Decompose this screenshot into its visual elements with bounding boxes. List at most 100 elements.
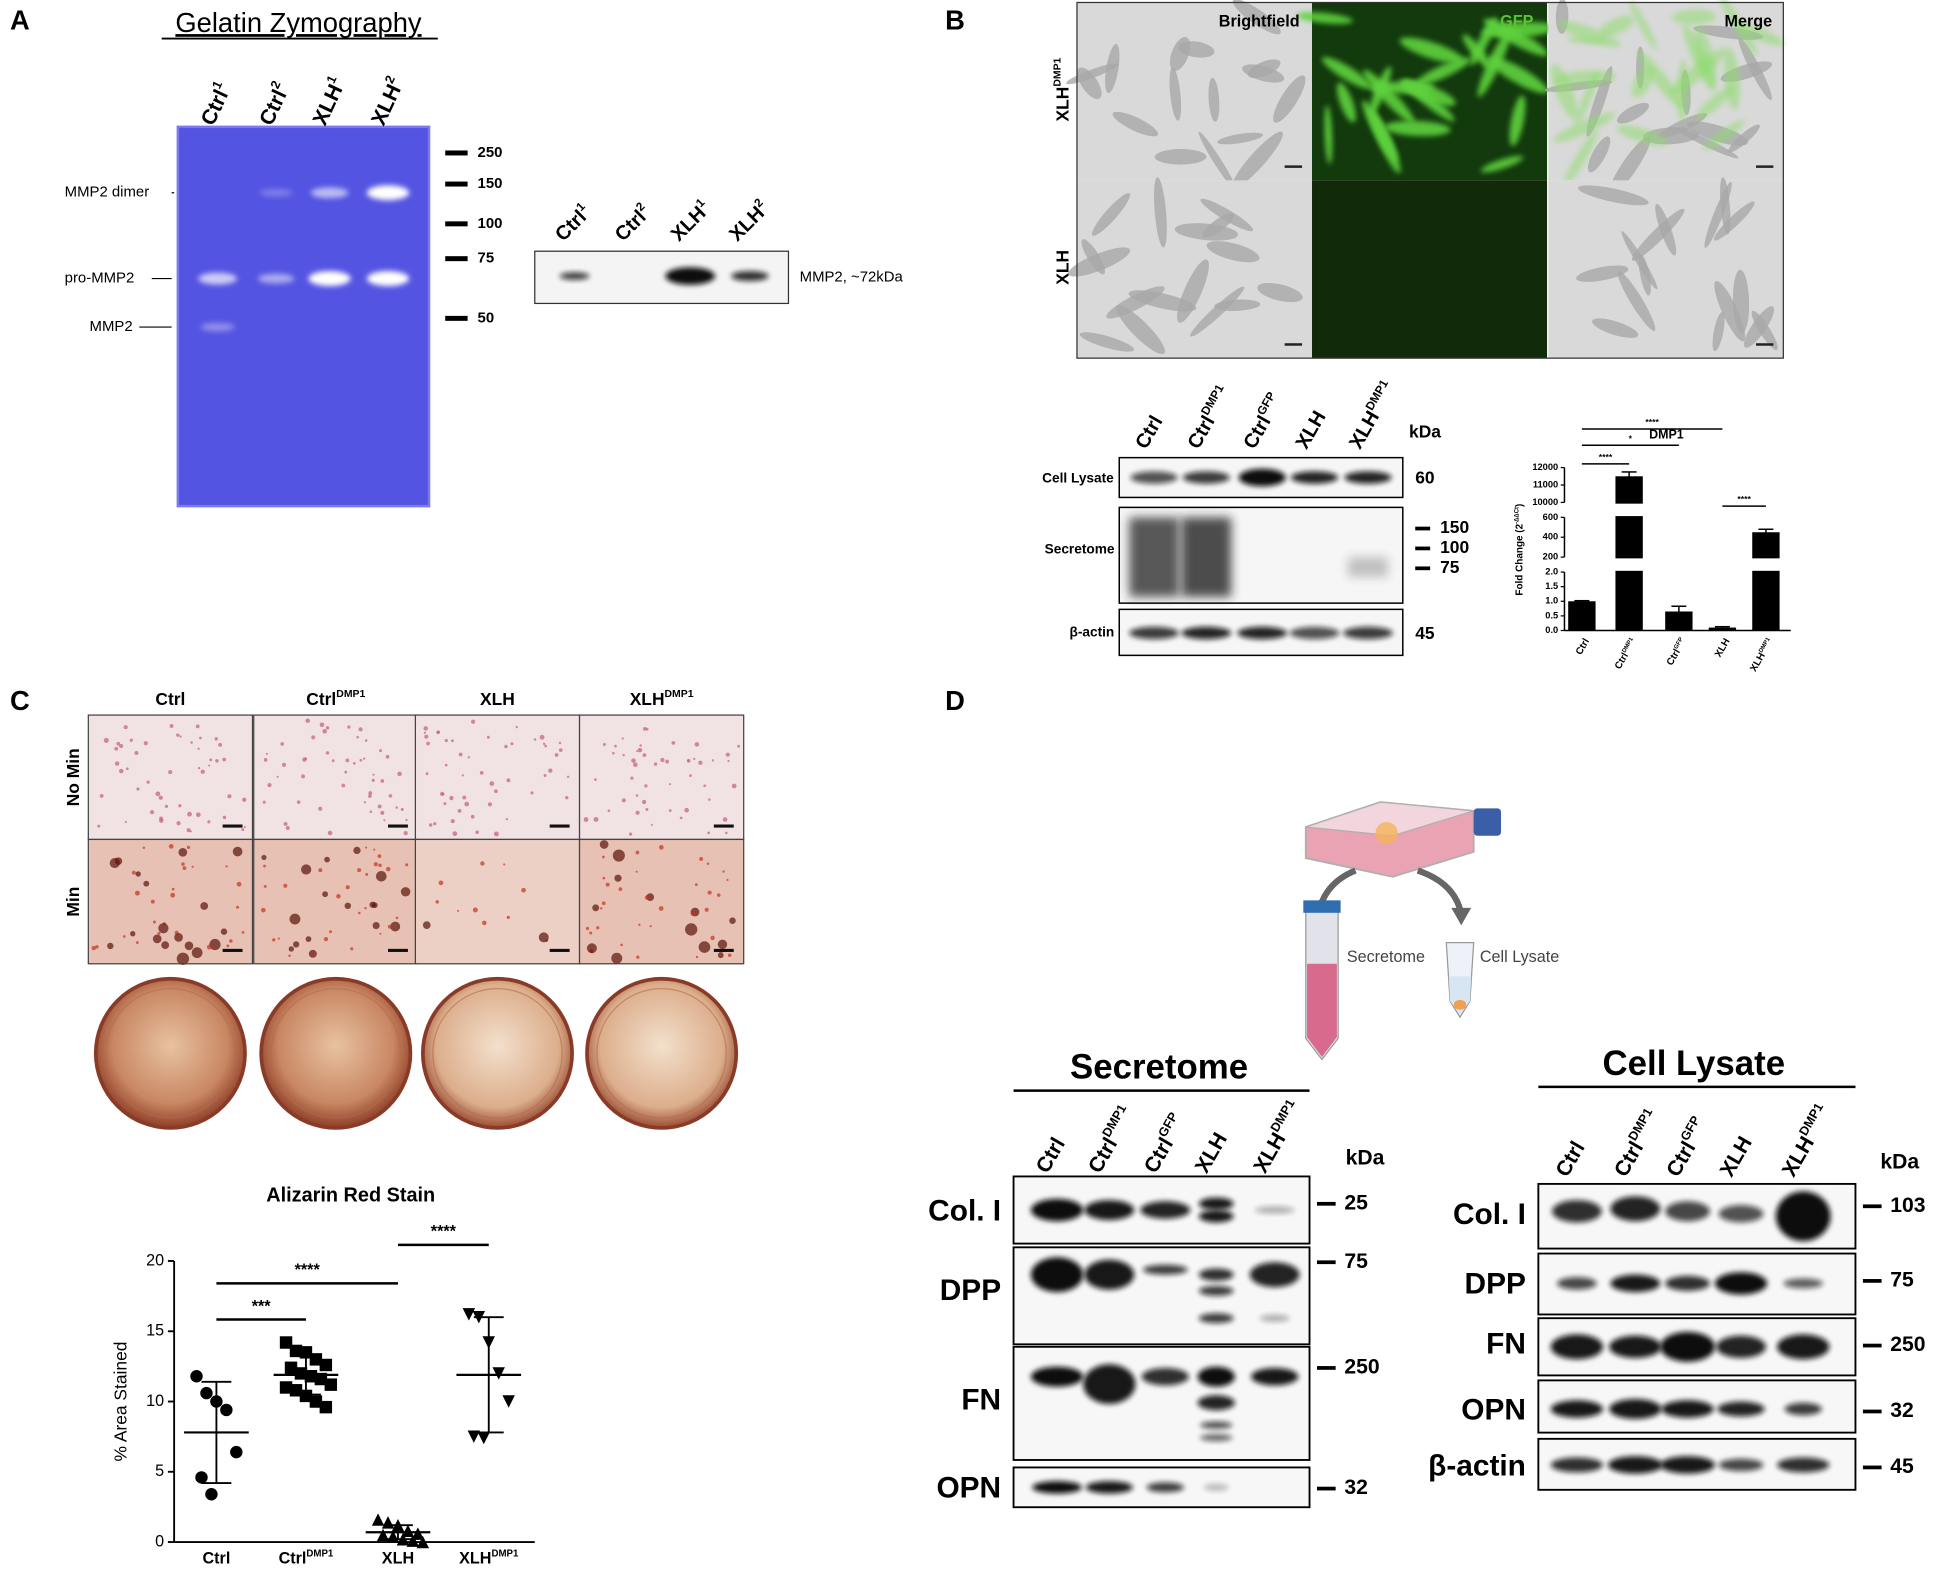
stain-spot	[731, 783, 737, 789]
blot-band	[1142, 1264, 1188, 1275]
image-column-label: GFP	[1500, 13, 1533, 31]
stain-spot	[152, 934, 162, 944]
stain-spot	[179, 735, 182, 738]
stain-spot	[209, 938, 221, 951]
cell	[1177, 41, 1215, 58]
lane-label: XLH	[1292, 407, 1331, 452]
cell	[1116, 305, 1165, 355]
blot-band	[1083, 1364, 1136, 1405]
stain-spot	[644, 784, 648, 788]
stain-spot	[347, 725, 351, 729]
image-row-label-base: XLH	[1052, 87, 1072, 122]
marker-label: 75	[1890, 1268, 1914, 1291]
scale-bar	[1284, 165, 1303, 168]
stain-spot	[554, 753, 559, 757]
blot-band	[1775, 1191, 1831, 1242]
marker-dash	[1415, 566, 1431, 571]
stain-spot	[196, 812, 201, 818]
stain-spot	[363, 801, 367, 804]
stain-spot	[368, 791, 373, 795]
stain-spot	[168, 770, 173, 775]
data-point	[319, 1400, 333, 1414]
kda-label: kDa	[1409, 421, 1441, 441]
stain-spot	[373, 862, 378, 867]
stain-spot	[371, 778, 375, 782]
stain-spot	[236, 881, 242, 887]
stain-spot	[440, 791, 445, 796]
y-tick-label: 20	[146, 1251, 164, 1269]
well	[93, 976, 247, 1130]
stain-spot	[684, 807, 689, 813]
scale-bar	[549, 948, 570, 952]
stain-spot	[622, 753, 625, 757]
stain-spot	[725, 752, 730, 757]
blot-band	[1552, 1200, 1602, 1223]
image-row-label-base: XLH	[1052, 250, 1072, 285]
marker-label: 250	[1344, 1356, 1379, 1379]
gel-band	[310, 187, 349, 199]
y-axis-label-end: )	[1514, 504, 1525, 507]
stain-spot	[364, 906, 367, 910]
stain-spot	[695, 955, 699, 959]
lane-label-sup: DMP1	[1198, 382, 1227, 418]
data-point	[200, 1386, 213, 1400]
marker-label: 32	[1890, 1399, 1914, 1422]
lane-label-base: Ctrl	[1084, 1134, 1122, 1177]
stain-spot	[650, 823, 653, 826]
stain-spot	[222, 757, 227, 762]
stain-spot	[544, 744, 547, 748]
stain-spot	[377, 804, 382, 809]
well-rim	[596, 988, 727, 1119]
stain-spot	[618, 887, 623, 892]
stain-spot	[267, 783, 272, 788]
marker-dash	[445, 315, 468, 321]
marker-label: 103	[1890, 1194, 1925, 1217]
stain-spot	[638, 923, 641, 926]
stain-spot	[635, 794, 639, 797]
blot-row-label: β-actin	[1070, 625, 1115, 640]
blot-band	[1182, 471, 1230, 484]
cell	[1592, 318, 1639, 338]
blot-band	[1198, 1210, 1234, 1223]
stain-spot	[504, 744, 508, 749]
cell	[1655, 203, 1677, 256]
stain-spot	[261, 854, 267, 860]
cell	[1723, 47, 1740, 111]
data-point	[304, 1370, 318, 1383]
stain-spot	[305, 718, 310, 723]
bar	[1665, 611, 1693, 631]
stain-spot	[585, 926, 590, 931]
arrow-head	[1451, 907, 1472, 926]
stain-spot	[397, 771, 402, 777]
cell	[1415, 57, 1471, 86]
stain-spot	[169, 724, 174, 728]
lane-label: XLH1	[306, 73, 350, 128]
stain-spot	[565, 796, 569, 800]
cell	[1091, 193, 1131, 236]
stain-spot	[717, 952, 724, 959]
cell	[1066, 63, 1119, 85]
stain-spot	[703, 784, 707, 788]
stain-spot	[668, 809, 672, 812]
stain-spot	[685, 923, 698, 936]
stain-spot	[464, 801, 470, 807]
stain-spot	[438, 880, 444, 886]
stain-spot	[176, 733, 180, 737]
stain-spot	[737, 744, 741, 748]
stain-spot	[373, 848, 376, 851]
cell	[1712, 311, 1725, 352]
column-label-base: Ctrl	[306, 689, 336, 709]
stain-spot	[200, 769, 205, 774]
stain-spot	[558, 748, 563, 752]
marker-label: 250	[478, 144, 503, 161]
stain-spot	[114, 746, 119, 751]
stain-spot	[433, 822, 437, 826]
stain-spot	[711, 759, 715, 762]
stain-spot	[186, 828, 191, 833]
cell	[1555, 70, 1616, 86]
kda-label: kDa	[1346, 1147, 1385, 1170]
stain-spot	[157, 931, 161, 935]
stain-spot	[694, 742, 700, 747]
y-axis-label-sup: -ΔΔCt	[1514, 507, 1520, 524]
micrograph	[88, 715, 253, 840]
